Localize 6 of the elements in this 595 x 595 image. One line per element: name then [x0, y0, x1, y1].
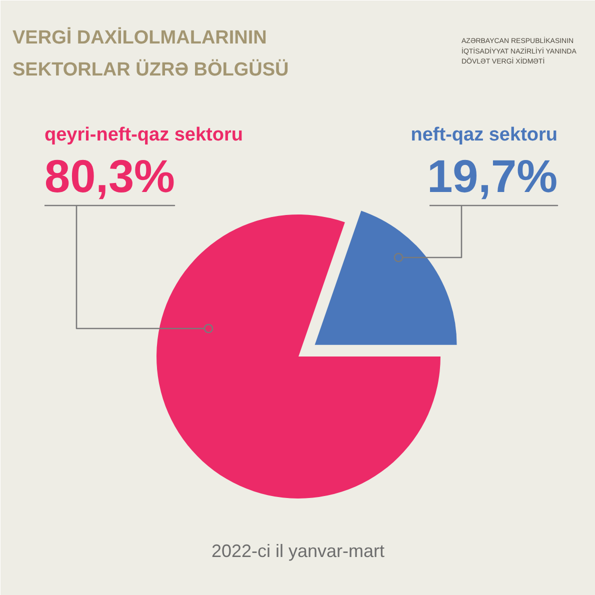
chart-title: VERGİ DAXİLOLMALARININ SEKTORLAR ÜZRƏ BÖLGÜSÜ: [12, 26, 289, 80]
slice-label: neft-qaz sektoru: [410, 124, 558, 146]
text: 2022-ci il yanvar-mart: [211, 541, 385, 562]
slice-label: qeyri-neft-qaz sektoru: [44, 124, 243, 146]
data-label: 19,7%: [427, 150, 558, 202]
data-label: 80,3%: [44, 150, 175, 202]
